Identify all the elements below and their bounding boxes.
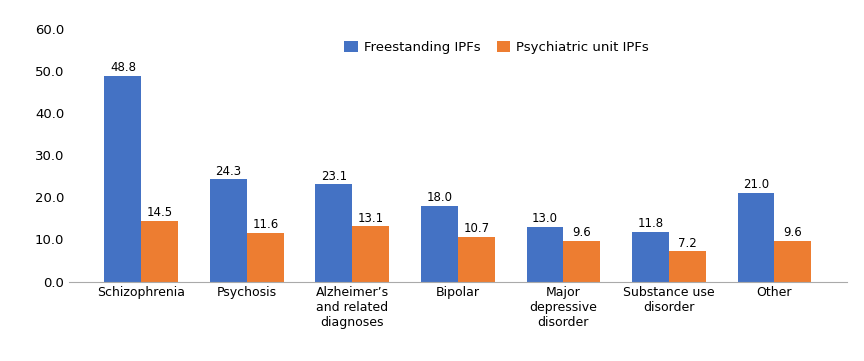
Text: 18.0: 18.0 [427,191,453,204]
Text: 7.2: 7.2 [678,236,696,249]
Bar [632,232,669,282]
Text: 14.5: 14.5 [147,206,173,219]
Bar [142,221,178,282]
Text: 13.1: 13.1 [358,212,384,225]
Bar [738,193,774,282]
Text: 10.7: 10.7 [463,222,489,235]
Text: 24.3: 24.3 [215,165,242,178]
Bar [421,206,458,282]
Bar [353,226,390,282]
Text: 13.0: 13.0 [532,212,558,225]
Text: 9.6: 9.6 [784,226,803,239]
Bar [563,241,600,282]
Text: 9.6: 9.6 [573,226,591,239]
Text: 48.8: 48.8 [110,61,136,74]
Text: 23.1: 23.1 [321,170,347,183]
Legend: Freestanding IPFs, Psychiatric unit IPFs: Freestanding IPFs, Psychiatric unit IPFs [340,35,654,59]
Text: 21.0: 21.0 [743,178,769,191]
Bar [210,179,247,282]
Bar [669,251,706,282]
Text: 11.6: 11.6 [252,218,278,231]
Bar [774,241,811,282]
Bar [526,227,563,282]
Bar [247,233,284,282]
Bar [105,76,142,282]
Bar [315,184,353,282]
Bar [458,236,495,282]
Text: 11.8: 11.8 [638,217,664,230]
